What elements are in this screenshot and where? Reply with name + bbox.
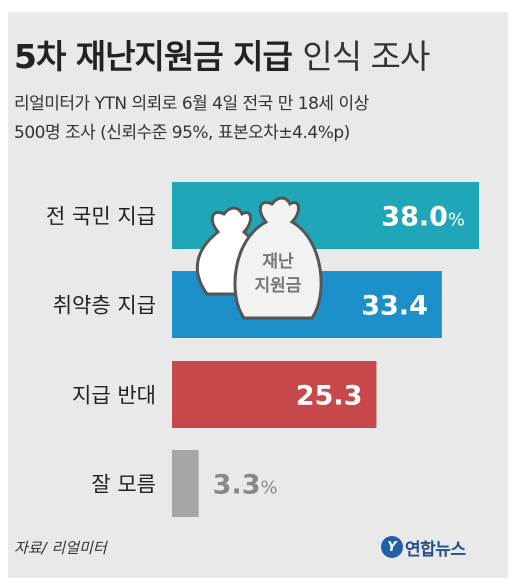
bar-2 — [172, 361, 377, 428]
subtitle-line-1: 리얼미터가 YTN 의뢰로 6월 4일 전국 만 18세 이상 — [14, 94, 369, 114]
source-note: 자료/ 리얼미터 — [14, 539, 107, 557]
bag-text-line-1: 재난 — [262, 252, 294, 272]
value-label-1: 33.4 — [361, 291, 428, 322]
title-bold: 5차 재난지원금 지급 — [14, 37, 293, 76]
money-bag-shape — [233, 196, 323, 320]
value-label-0: 38.0% — [381, 202, 465, 233]
title-light: 인식 조사 — [302, 37, 430, 76]
money-bag-icon: 재난지원금 — [195, 196, 323, 320]
value-label-3: 3.3% — [213, 470, 278, 501]
bar-3 — [172, 450, 199, 517]
yonhap-logo: Y 연합뉴스 — [381, 533, 466, 561]
subtitle: 리얼미터가 YTN 의뢰로 6월 4일 전국 만 18세 이상 500명 조사 … — [14, 90, 369, 148]
subtitle-line-2: 500명 조사 (신뢰수준 95%, 표본오차±4.4%p) — [14, 123, 350, 143]
category-label-0: 전 국민 지급 — [46, 205, 156, 229]
category-label-1: 취약층 지급 — [53, 294, 156, 318]
category-label-2: 지급 반대 — [72, 384, 156, 408]
value-label-2: 25.3 — [296, 381, 363, 412]
top-cropped-strip — [0, 0, 523, 12]
category-label-3: 잘 모름 — [91, 473, 156, 497]
page-title: 5차 재난지원금 지급 인식 조사 — [14, 30, 430, 78]
logo-text: 연합뉴스 — [405, 539, 466, 560]
bag-text-line-2: 지원금 — [255, 276, 302, 296]
logo-mark: Y — [381, 536, 403, 558]
